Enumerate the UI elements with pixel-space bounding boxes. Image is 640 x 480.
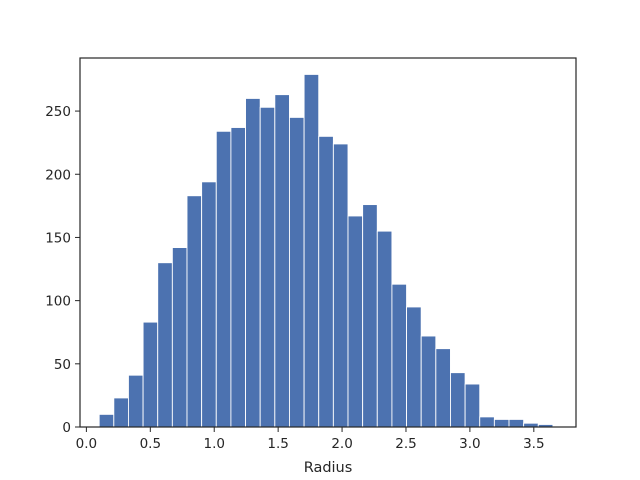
histogram-bar: [450, 372, 466, 428]
histogram-bar: [391, 283, 408, 428]
x-tick-label: 3.0: [459, 436, 480, 452]
histogram-bar: [215, 130, 232, 428]
x-axis-label: Radius: [304, 460, 353, 476]
histogram-bar: [435, 348, 451, 428]
histogram-bar: [201, 181, 217, 428]
y-tick-label: 0: [62, 420, 71, 436]
x-tick-label: 0.5: [140, 436, 161, 452]
histogram-bar: [259, 106, 276, 428]
histogram-bar: [98, 413, 115, 428]
x-tick-label: 2.5: [395, 436, 416, 452]
histogram-bar: [171, 247, 188, 428]
histogram-bar: [362, 204, 378, 428]
y-tick-label: 200: [45, 167, 71, 183]
histogram-bar: [493, 418, 510, 428]
y-tick-label: 250: [45, 104, 71, 120]
histogram-bar: [318, 135, 334, 428]
histogram-bar: [479, 416, 495, 428]
x-axis-ticks: 0.0 0.5 1.0 1.5 2.0 2.5 3.0 3.5: [76, 427, 545, 452]
histogram-bar: [113, 397, 129, 428]
histogram-bar: [127, 374, 144, 428]
histogram-bar: [289, 116, 305, 428]
y-axis-ticks: 0 50 100 150 200 250: [45, 104, 80, 436]
histogram-bar: [142, 321, 159, 428]
y-tick-label: 150: [45, 230, 71, 246]
histogram-bar: [406, 306, 422, 428]
y-tick-label: 50: [54, 357, 71, 373]
histogram-bar: [332, 143, 349, 428]
histogram-bar: [186, 195, 203, 428]
x-tick-label: 1.0: [203, 436, 224, 452]
histogram-bar: [230, 127, 246, 428]
x-tick-label: 2.0: [331, 436, 352, 452]
histogram-bar: [157, 262, 173, 428]
x-tick-label: 3.5: [523, 436, 544, 452]
bars-group: [98, 73, 554, 428]
histogram-bar: [508, 418, 525, 428]
histogram-bar: [347, 215, 364, 428]
histogram-bar: [464, 383, 481, 428]
histogram-bar: [420, 335, 437, 428]
x-tick-label: 1.5: [267, 436, 288, 452]
plot-frame: [79, 57, 577, 428]
histogram-bar: [245, 97, 261, 428]
histogram-bar: [303, 73, 320, 428]
histogram-bar: [376, 230, 393, 428]
histogram-bar: [274, 94, 290, 428]
x-tick-label: 0.0: [76, 436, 97, 452]
y-tick-label: 100: [45, 294, 71, 310]
